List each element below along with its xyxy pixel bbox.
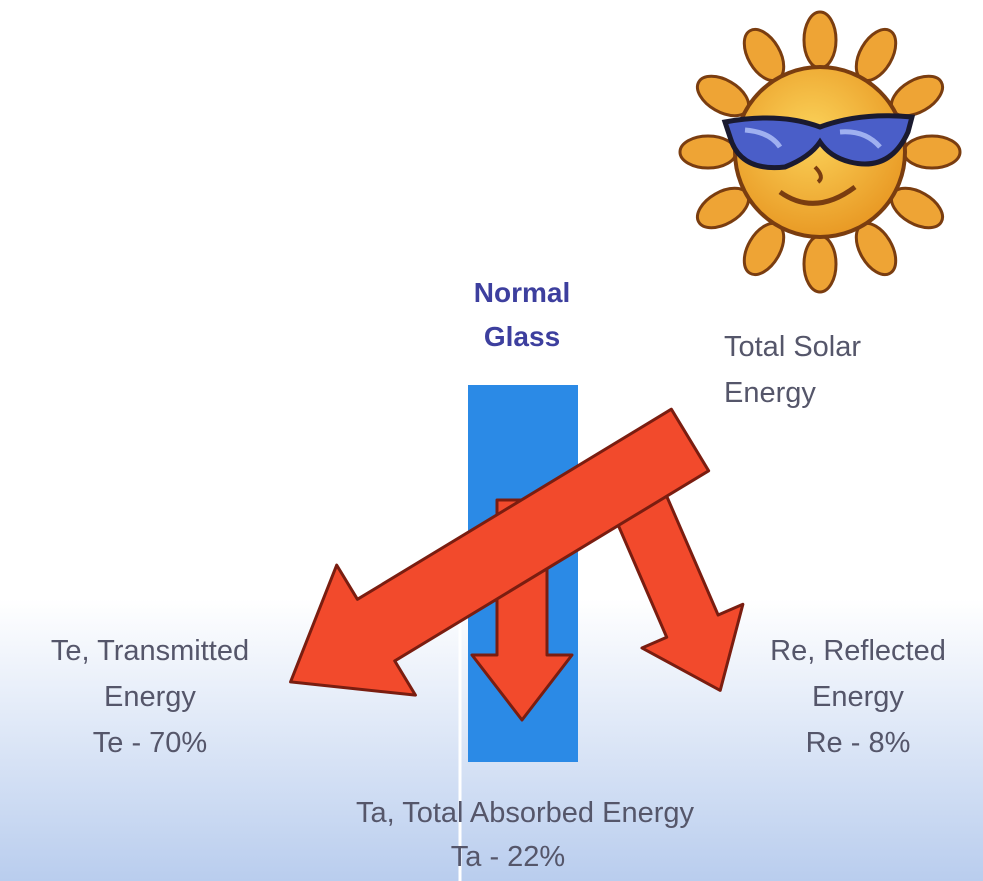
absorbed-label: Ta - 22%	[451, 841, 565, 873]
transmitted-arrow	[289, 407, 711, 697]
absorbed-label: Ta, Total Absorbed Energy	[356, 797, 695, 829]
reflected-label: Energy	[812, 681, 904, 713]
reflected-label: Re, Reflected	[770, 635, 946, 667]
transmitted-label: Te, Transmitted	[51, 635, 249, 667]
sun	[678, 10, 962, 294]
transmitted-label: Energy	[104, 681, 196, 713]
reflected-arrow	[612, 492, 745, 692]
reflected-label: Re - 8%	[806, 727, 911, 759]
transmitted-label: Te - 70%	[93, 727, 207, 759]
source-label: Energy	[724, 377, 816, 409]
source-label: Total Solar	[724, 331, 861, 363]
glass-label: Normal	[474, 277, 570, 308]
glass-label: Glass	[484, 321, 560, 352]
